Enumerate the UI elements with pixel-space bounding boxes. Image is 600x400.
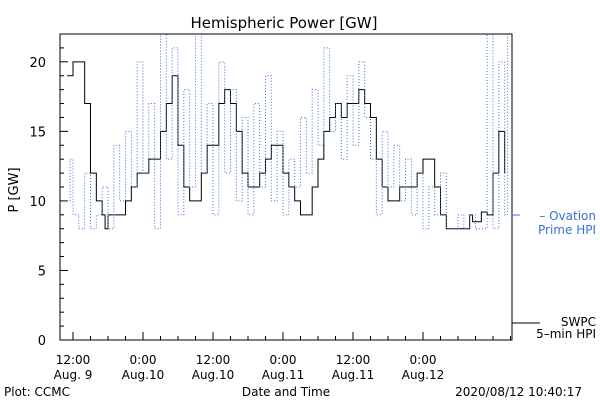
swpc-hpi-line	[67, 61, 506, 230]
x-axis-label: Date and Time	[242, 385, 330, 399]
footer-right: 2020/08/12 10:40:17	[455, 385, 582, 399]
x-tick-time-label: 12:00	[196, 353, 231, 367]
x-tick-time-label: 0:00	[410, 353, 437, 367]
x-tick-time-label: 12:00	[56, 353, 91, 367]
legend-label-ovation: – Ovation	[539, 209, 596, 223]
chart-title: Hemispheric Power [GW]	[191, 14, 378, 32]
x-tick-date-label: Aug.10	[192, 368, 235, 382]
legend-label-ovation: Prime HPI	[538, 223, 596, 237]
x-tick-date-label: Aug.12	[402, 368, 445, 382]
y-tick-label: 20	[29, 56, 46, 71]
y-tick-label: 10	[29, 195, 46, 210]
legend-label-swpc: SWPC	[561, 315, 596, 329]
x-tick-date-label: Aug.11	[332, 368, 375, 382]
y-tick-label: 15	[29, 125, 46, 140]
x-tick-date-label: Aug. 9	[54, 368, 93, 382]
legend-label-swpc: 5–min HPI	[536, 327, 596, 341]
footer-left: Plot: CCMC	[4, 385, 70, 399]
x-tick-date-label: Aug.10	[122, 368, 165, 382]
x-tick-time-label: 12:00	[336, 353, 371, 367]
y-axis-label: P [GW]	[7, 167, 22, 212]
y-tick-label: 0	[38, 334, 46, 349]
ovation-prime-hpi-line	[67, 33, 509, 230]
x-tick-time-label: 0:00	[130, 353, 157, 367]
y-tick-label: 5	[38, 264, 46, 279]
axis-ticks	[60, 33, 511, 341]
series-layer	[67, 33, 509, 230]
plot-frame	[59, 33, 513, 341]
x-tick-time-label: 0:00	[270, 353, 297, 367]
x-tick-date-label: Aug.11	[262, 368, 305, 382]
